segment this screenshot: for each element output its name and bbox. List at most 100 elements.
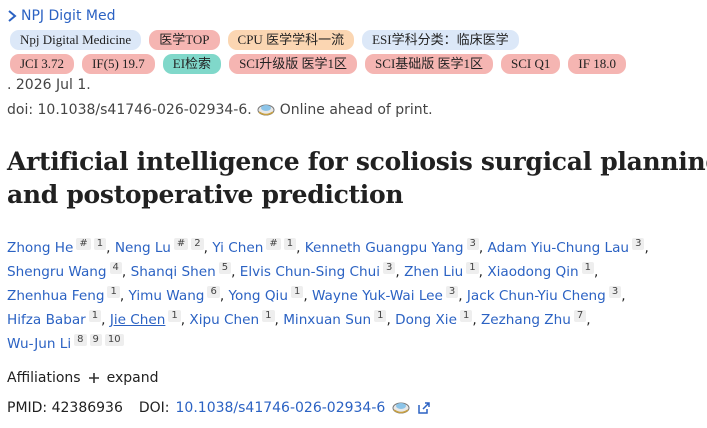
badge[interactable]: SCI基础版 医学1区 [365, 54, 494, 74]
author: Elvis Chun-Sing Chui 3 [239, 262, 396, 280]
badge[interactable]: EI检索 [162, 54, 222, 74]
badge[interactable]: CPU 医学学科一流 [227, 30, 355, 50]
separator: , [121, 264, 127, 280]
author-name[interactable]: Jie Chen [109, 312, 166, 328]
separator: , [119, 288, 125, 304]
affiliation-ref[interactable]: 6 [207, 286, 220, 298]
author: Wu-Jun Li 8 9 10 [7, 334, 124, 352]
affiliation-ref[interactable]: 3 [383, 262, 396, 274]
author: Hifza Babar 1 [7, 310, 102, 328]
affiliation-ref[interactable]: 1 [466, 262, 479, 274]
external-link-icon[interactable] [417, 401, 431, 415]
author: Dong Xie 1 [395, 310, 473, 328]
author-line: Zhong He #1, Neng Lu #2, Yi Chen #1, Kennet… [7, 236, 649, 260]
affiliation-ref[interactable]: 10 [104, 334, 124, 346]
badge[interactable]: SCI升级版 医学1区 [229, 54, 358, 74]
separator: , [621, 288, 626, 304]
author-name[interactable]: Neng Lu [114, 240, 171, 256]
separator: , [106, 240, 111, 256]
author-name[interactable]: Jack Chun-Yiu Cheng [466, 288, 606, 304]
separator: , [586, 312, 591, 328]
separator: , [303, 288, 308, 304]
affiliation-ref[interactable]: 9 [89, 334, 102, 346]
affiliation-ref[interactable]: 3 [632, 238, 645, 250]
author: Zezhang Zhu 7 [480, 310, 587, 328]
author: Adam Yiu-Chung Lau 3 [487, 238, 645, 256]
affiliation-ref[interactable]: 3 [608, 286, 622, 298]
author-name[interactable]: Elvis Chun-Sing Chui [239, 264, 381, 280]
author-name[interactable]: Hifza Babar [7, 312, 86, 328]
author-name[interactable]: Yi Chen [212, 240, 264, 256]
journal-link[interactable]: NPJ Digit Med [7, 8, 115, 24]
separator: , [101, 312, 106, 328]
author-name[interactable]: Zhenhua Feng [7, 288, 105, 304]
badge[interactable]: 医学TOP [149, 30, 220, 50]
pmid: PMID: 42386936 [7, 400, 123, 416]
badge[interactable]: Npj Digital Medicine [10, 30, 142, 50]
author-name[interactable]: Minxuan Sun [283, 312, 372, 328]
affiliation-ref[interactable]: 1 [459, 310, 473, 322]
free-icon [392, 402, 410, 414]
affiliation-ref[interactable]: 8 [74, 334, 87, 346]
author-name[interactable]: Kenneth Guangpu Yang [304, 240, 464, 256]
doi-line: doi: 10.1038/s41746-026-02934-6. Online … [7, 102, 433, 118]
badge[interactable]: IF(5) 19.7 [82, 54, 155, 74]
affiliation-ref[interactable]: # [266, 238, 281, 250]
affiliation-ref[interactable]: 3 [445, 286, 459, 298]
badge[interactable]: JCI 3.72 [10, 54, 75, 74]
affiliation-ref[interactable]: 3 [466, 238, 479, 250]
affiliation-ref[interactable]: 4 [109, 262, 122, 274]
author-name[interactable]: Shanqi Shen [130, 264, 216, 280]
affiliation-ref[interactable]: 1 [107, 286, 120, 298]
author-line: Wu-Jun Li 8 9 10 [7, 332, 649, 356]
badge[interactable]: IF 18.0 [568, 54, 626, 74]
affiliation-ref[interactable]: 1 [581, 262, 595, 274]
affiliation-ref[interactable]: 1 [88, 310, 102, 322]
plus-icon [88, 373, 99, 383]
affiliation-ref[interactable]: 1 [93, 238, 107, 250]
author-name[interactable]: Yimu Wang [128, 288, 205, 304]
author-name[interactable]: Shengru Wang [7, 264, 107, 280]
separator: , [478, 240, 484, 256]
separator: , [478, 264, 483, 280]
author-name[interactable]: Zhong He [7, 240, 74, 256]
affiliation-ref[interactable]: 1 [168, 310, 181, 322]
affiliation-ref[interactable]: 1 [283, 238, 297, 250]
author-name[interactable]: Zhen Liu [404, 264, 464, 280]
author: Xipu Chen 1 [189, 310, 275, 328]
author-name[interactable]: Wayne Yuk-Wai Lee [311, 288, 443, 304]
author: Yong Qiu 1 [228, 286, 304, 304]
author-name[interactable]: Dong Xie [395, 312, 457, 328]
author: Minxuan Sun 1 [283, 310, 387, 328]
badge[interactable]: ESI学科分类：临床医学 [362, 30, 519, 50]
author: Kenneth Guangpu Yang 3 [304, 238, 479, 256]
free-icon [257, 104, 275, 116]
journal-name[interactable]: NPJ Digit Med [21, 8, 116, 24]
affiliation-ref[interactable]: # [76, 238, 91, 250]
article-title: Artificial intelligence for scoliosis su… [7, 145, 707, 211]
author-name[interactable]: Zezhang Zhu [480, 312, 571, 328]
author-name[interactable]: Xipu Chen [189, 312, 260, 328]
affiliation-ref[interactable]: 5 [218, 262, 232, 274]
separator: , [644, 240, 649, 256]
status: Online ahead of print. [279, 102, 433, 118]
affiliations-label: Affiliations [7, 370, 81, 386]
author-name[interactable]: Xiaodong Qin [487, 264, 579, 280]
author-name[interactable]: Yong Qiu [228, 288, 288, 304]
badge[interactable]: SCI Q1 [501, 54, 561, 74]
affiliation-ref[interactable]: 1 [290, 286, 304, 298]
author-name[interactable]: Adam Yiu-Chung Lau [487, 240, 630, 256]
pub-date: . 2026 Jul 1. [7, 77, 91, 93]
affiliation-ref[interactable]: 1 [262, 310, 275, 322]
author-name[interactable]: Wu-Jun Li [7, 336, 72, 352]
doi-link[interactable]: 10.1038/s41746-026-02934-6 [175, 400, 386, 416]
author: Xiaodong Qin 1 [487, 262, 595, 280]
affiliation-ref[interactable]: # [173, 238, 189, 250]
title-line: and postoperative prediction [7, 180, 404, 209]
author: Yimu Wang 6 [128, 286, 220, 304]
affiliation-ref[interactable]: 1 [374, 310, 387, 322]
affiliation-ref[interactable]: 7 [573, 310, 587, 322]
author: Yi Chen #1 [212, 238, 297, 256]
affiliation-ref[interactable]: 2 [191, 238, 204, 250]
expand-button[interactable]: expand [106, 370, 159, 386]
